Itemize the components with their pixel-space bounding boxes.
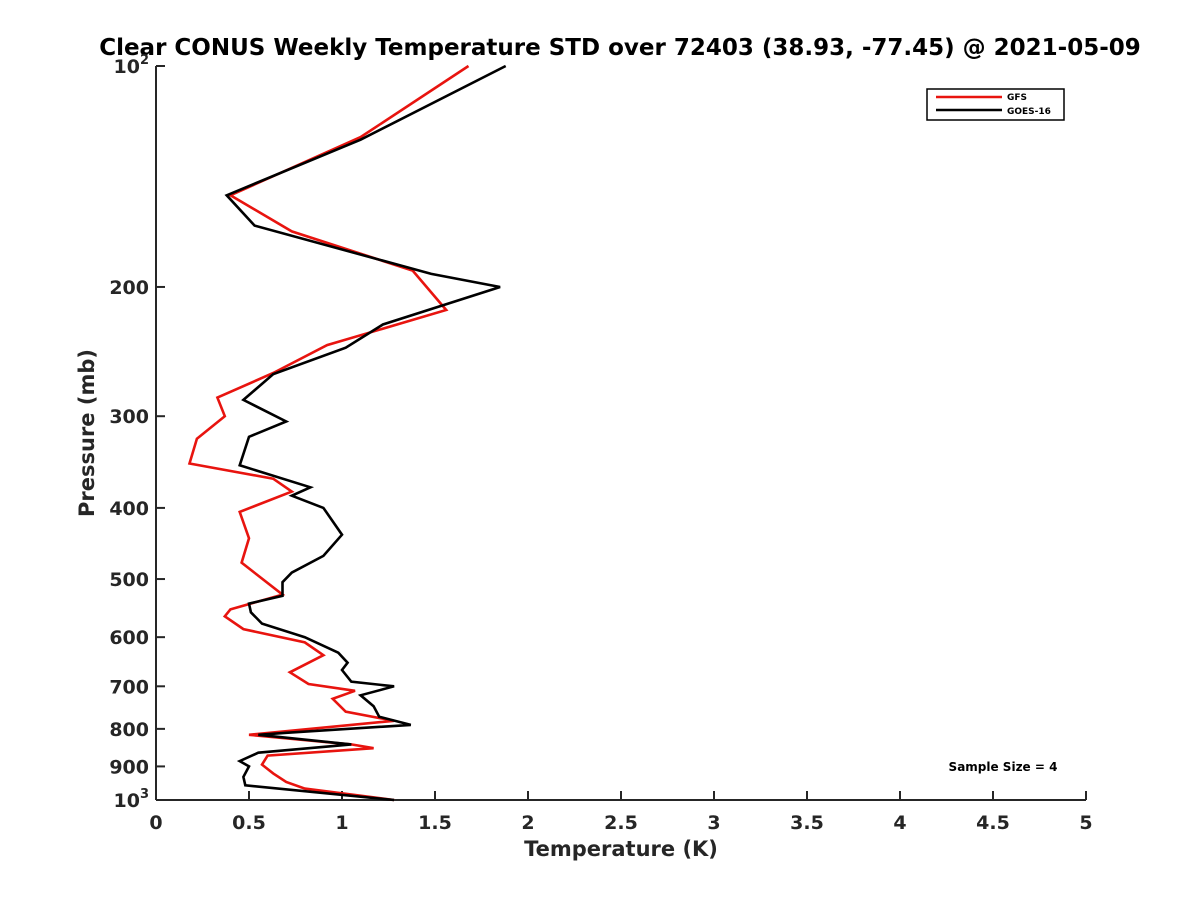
x-tick-label: 4 [893, 812, 906, 834]
x-tick-label: 1.5 [418, 812, 452, 834]
chart-title: Clear CONUS Weekly Temperature STD over … [99, 35, 1141, 61]
y-tick-label: 200 [109, 277, 149, 299]
x-tick-label: 1 [335, 812, 348, 834]
plot-area: 0 0.5 1 1.5 2 2.5 3 3.5 4 4.5 5 102 200 300 400 500 600… [109, 53, 1092, 834]
x-tick-label: 3.5 [790, 812, 824, 834]
x-tick-label: 0 [149, 812, 162, 834]
x-tick-label: 5 [1079, 812, 1092, 834]
legend-label-gfs: GFS [1007, 93, 1027, 103]
y-tick-label: 103 [114, 787, 150, 812]
x-tick-label: 3 [707, 812, 720, 834]
y-tick-label: 400 [109, 498, 149, 520]
sample-size-annotation: Sample Size = 4 [949, 760, 1058, 774]
y-tick-label: 700 [109, 676, 149, 698]
legend-label-goes16: GOES-16 [1007, 107, 1051, 117]
x-tick-label: 2.5 [604, 812, 638, 834]
y-ticks: 102 200 300 400 500 600 700 800 900 103 [109, 53, 165, 812]
legend: GFS GOES-16 [926, 88, 1065, 121]
y-axis-label: Pressure (mb) [75, 349, 99, 517]
x-tick-label: 2 [521, 812, 534, 834]
y-tick-label: 500 [109, 569, 149, 591]
y-tick-label: 600 [109, 627, 149, 649]
legend-box [926, 88, 1065, 121]
x-tick-label: 0.5 [232, 812, 266, 834]
y-tick-label: 800 [109, 719, 149, 741]
x-ticks: 0 0.5 1 1.5 2 2.5 3 3.5 4 4.5 5 [149, 791, 1093, 834]
x-axis-label: Temperature (K) [524, 837, 718, 861]
y-tick-label: 102 [114, 53, 150, 78]
series-line-gfs [187, 64, 470, 802]
y-tick-label: 300 [109, 406, 149, 428]
series-line-goes16 [224, 64, 507, 802]
y-tick-label: 900 [109, 756, 149, 778]
series-lines [187, 64, 507, 802]
x-tick-label: 4.5 [976, 812, 1010, 834]
